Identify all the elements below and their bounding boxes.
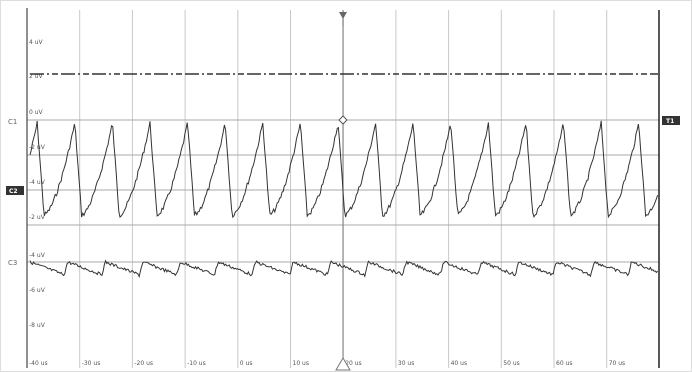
x-tick-label: 10 us bbox=[293, 360, 309, 367]
x-tick-label: 60 us bbox=[556, 360, 572, 367]
x-tick-label: 0 us bbox=[240, 360, 253, 367]
trigger-level-marker[interactable]: T1 bbox=[662, 116, 680, 125]
tick-labels: 4 uV 2 uV 0 uV -2 uV -4 uV -2 uV -4 uV -6 uV -8 … bbox=[29, 39, 625, 367]
x-tick-label: -10 us bbox=[187, 360, 206, 367]
noise-trace bbox=[29, 259, 658, 279]
x-tick-label: -20 us bbox=[134, 360, 153, 367]
y-tick-label: 4 uV bbox=[29, 39, 44, 46]
channel-3-label: C3 bbox=[8, 259, 17, 267]
x-tick-label: 30 us bbox=[398, 360, 414, 367]
channel-2-marker[interactable]: C2 bbox=[6, 186, 24, 195]
channel-2-label: C2 bbox=[9, 188, 18, 195]
x-tick-label: -40 us bbox=[29, 360, 48, 367]
x-tick-label: -30 us bbox=[82, 360, 101, 367]
traces bbox=[29, 73, 659, 279]
trigger-level-label: T1 bbox=[666, 118, 674, 125]
cursor-diamond-icon[interactable] bbox=[338, 115, 348, 125]
trigger-arrow-down-icon[interactable] bbox=[339, 12, 347, 26]
channel-1-marker[interactable]: C1 bbox=[8, 118, 17, 126]
y-tick-label: -2 uV bbox=[29, 144, 46, 151]
y-tick-label: 2 uV bbox=[29, 73, 44, 80]
x-tick-label: 40 us bbox=[451, 360, 467, 367]
grid bbox=[26, 10, 608, 368]
y-tick-label: -4 uV bbox=[29, 252, 46, 259]
x-tick-label: 20 us bbox=[345, 360, 361, 367]
y-tick-label: -6 uV bbox=[29, 287, 46, 294]
channel-3-marker[interactable]: C3 bbox=[8, 259, 17, 267]
y-tick-label: -8 uV bbox=[29, 322, 46, 329]
sawtooth-trace bbox=[29, 120, 659, 219]
trigger-triangle-icon[interactable] bbox=[335, 357, 351, 371]
y-tick-label: -2 uV bbox=[29, 214, 46, 221]
x-tick-label: 50 us bbox=[503, 360, 519, 367]
y-tick-label: 0 uV bbox=[29, 109, 44, 116]
channel-1-label: C1 bbox=[8, 118, 17, 126]
x-tick-label: 70 us bbox=[609, 360, 625, 367]
y-tick-label: -4 uV bbox=[29, 179, 46, 186]
